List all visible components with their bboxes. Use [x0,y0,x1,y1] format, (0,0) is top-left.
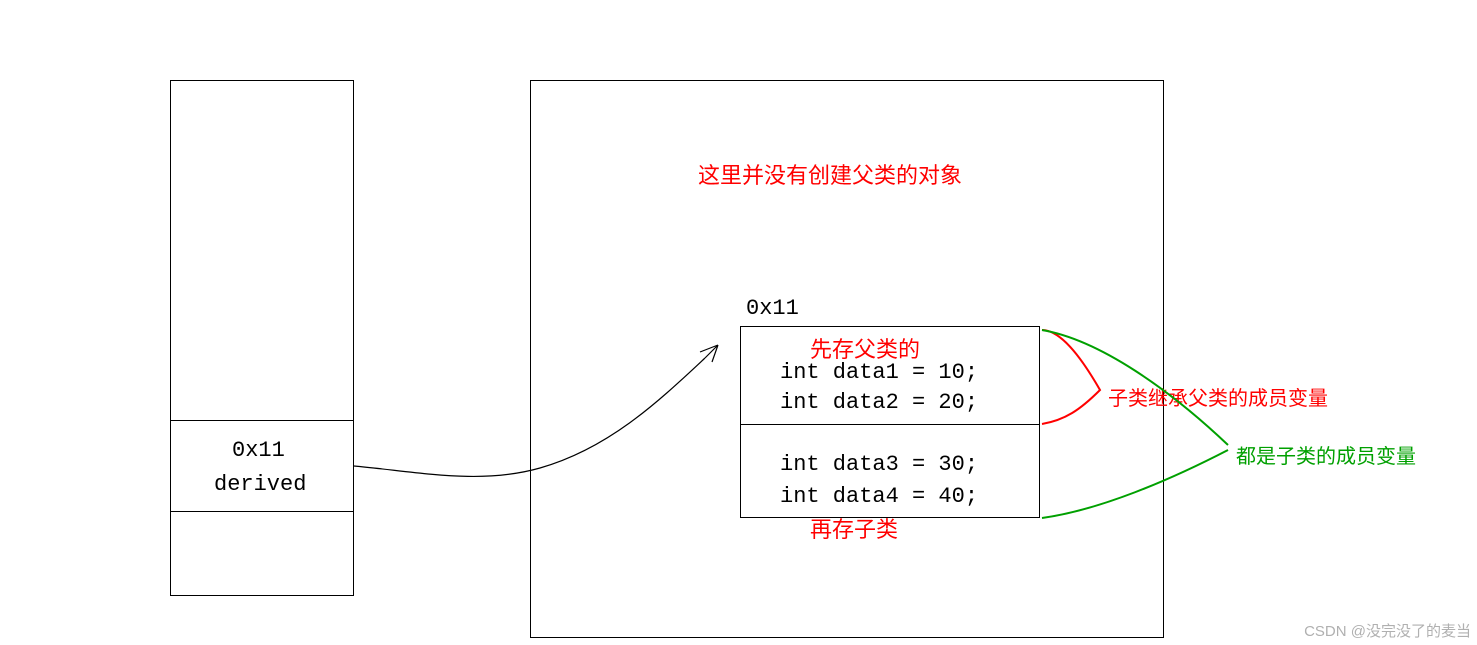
code-line-data4: int data4 = 40; [780,484,978,509]
watermark: CSDN @没完没了的麦当 [1304,620,1471,641]
code-line-data2: int data2 = 20; [780,390,978,415]
label-inherit-members: 子类继承父类的成员变量 [1108,382,1328,411]
label-all-child-members: 都是子类的成员变量 [1236,440,1416,469]
memory-address-label: 0x11 [746,296,799,321]
code-line-data1: int data1 = 10; [780,360,978,385]
code-line-data3: int data3 = 30; [780,452,978,477]
left-column-outer [170,80,354,596]
label-child-next: 再存子类 [810,512,898,544]
left-cell-name: derived [214,472,306,497]
left-cell-address: 0x11 [232,438,285,463]
note-no-parent-object: 这里并没有创建父类的对象 [698,158,962,190]
left-column-cell [170,420,354,512]
memory-box-divider [740,424,1040,425]
